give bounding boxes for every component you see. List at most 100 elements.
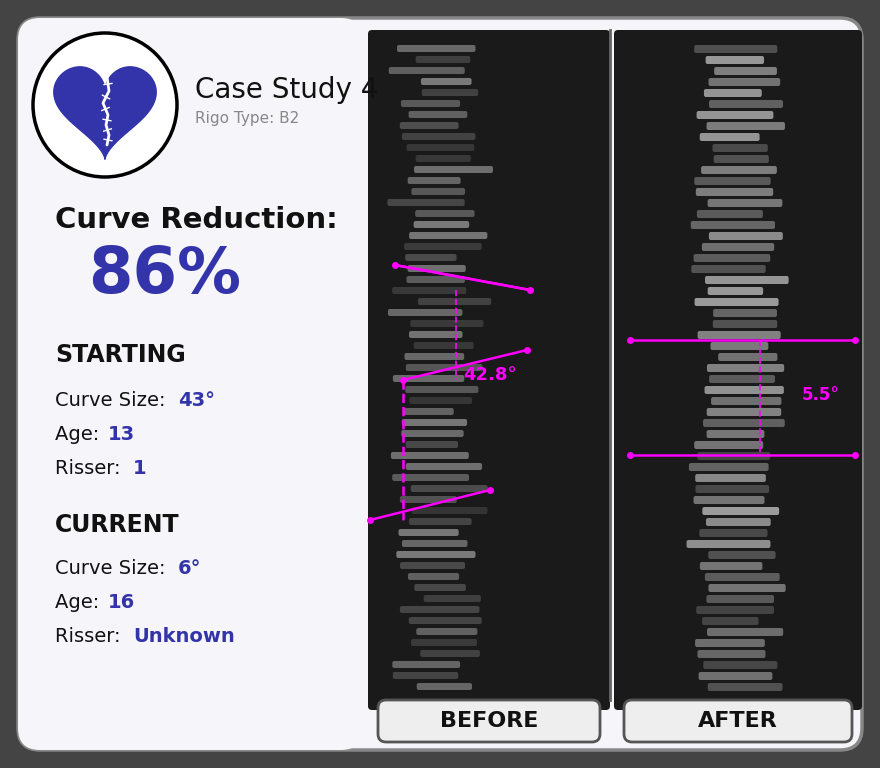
FancyBboxPatch shape [697,111,774,119]
FancyBboxPatch shape [708,551,775,559]
FancyBboxPatch shape [409,232,488,239]
FancyBboxPatch shape [400,122,458,129]
FancyBboxPatch shape [368,30,610,710]
Circle shape [33,33,177,177]
FancyBboxPatch shape [411,485,488,492]
FancyBboxPatch shape [707,122,785,130]
FancyBboxPatch shape [408,573,459,580]
FancyBboxPatch shape [696,606,774,614]
FancyBboxPatch shape [718,353,777,361]
FancyBboxPatch shape [713,320,777,328]
FancyBboxPatch shape [694,45,777,53]
FancyBboxPatch shape [404,243,481,250]
FancyBboxPatch shape [699,672,773,680]
FancyBboxPatch shape [693,254,770,262]
FancyBboxPatch shape [411,188,465,195]
FancyBboxPatch shape [406,441,458,448]
Text: Risser:: Risser: [55,627,127,645]
FancyBboxPatch shape [694,298,779,306]
FancyBboxPatch shape [702,507,779,515]
FancyBboxPatch shape [708,584,786,592]
FancyBboxPatch shape [708,683,782,691]
FancyBboxPatch shape [705,276,788,284]
FancyBboxPatch shape [708,287,763,295]
FancyBboxPatch shape [414,221,469,228]
FancyBboxPatch shape [710,342,768,350]
FancyBboxPatch shape [705,573,780,581]
FancyBboxPatch shape [707,430,765,438]
FancyBboxPatch shape [700,133,759,141]
FancyBboxPatch shape [392,287,466,294]
FancyBboxPatch shape [702,243,774,251]
Text: STARTING: STARTING [55,343,186,367]
FancyBboxPatch shape [407,144,474,151]
FancyBboxPatch shape [708,199,782,207]
FancyBboxPatch shape [406,364,482,371]
FancyBboxPatch shape [707,595,774,603]
FancyBboxPatch shape [397,45,475,52]
FancyBboxPatch shape [405,254,457,261]
FancyBboxPatch shape [707,408,781,416]
FancyBboxPatch shape [402,133,475,140]
FancyBboxPatch shape [691,221,775,229]
Text: Rigo Type: B2: Rigo Type: B2 [195,111,299,125]
FancyBboxPatch shape [697,452,770,460]
FancyBboxPatch shape [414,342,473,349]
FancyBboxPatch shape [614,30,862,710]
FancyBboxPatch shape [694,177,771,185]
FancyBboxPatch shape [709,100,783,108]
FancyBboxPatch shape [707,628,783,636]
FancyBboxPatch shape [692,265,766,273]
FancyBboxPatch shape [408,617,481,624]
FancyBboxPatch shape [706,518,771,526]
FancyBboxPatch shape [709,375,775,383]
FancyBboxPatch shape [706,56,764,64]
FancyBboxPatch shape [400,562,465,569]
FancyBboxPatch shape [695,639,765,647]
FancyBboxPatch shape [401,430,464,437]
FancyBboxPatch shape [388,309,462,316]
FancyBboxPatch shape [704,89,762,97]
FancyBboxPatch shape [708,78,781,86]
FancyBboxPatch shape [696,188,774,196]
FancyBboxPatch shape [409,397,472,404]
Text: Unknown: Unknown [133,627,235,645]
FancyBboxPatch shape [414,584,466,591]
Text: Age:: Age: [55,425,106,445]
FancyBboxPatch shape [406,463,482,470]
Polygon shape [54,67,156,160]
Text: Age:: Age: [55,592,106,611]
FancyBboxPatch shape [700,529,767,537]
FancyBboxPatch shape [695,474,766,482]
FancyBboxPatch shape [624,700,852,742]
FancyBboxPatch shape [693,496,765,504]
Text: 6°: 6° [178,558,202,578]
FancyBboxPatch shape [411,639,477,646]
FancyBboxPatch shape [421,650,480,657]
FancyBboxPatch shape [713,309,777,317]
FancyBboxPatch shape [707,364,784,372]
Text: CURRENT: CURRENT [55,513,180,537]
FancyBboxPatch shape [689,463,768,471]
FancyBboxPatch shape [694,441,763,449]
FancyBboxPatch shape [387,199,465,206]
FancyBboxPatch shape [405,353,465,360]
Text: AFTER: AFTER [698,711,778,731]
FancyBboxPatch shape [392,474,469,481]
FancyBboxPatch shape [703,419,785,427]
FancyBboxPatch shape [408,111,467,118]
FancyBboxPatch shape [391,452,469,459]
FancyBboxPatch shape [698,650,766,658]
Text: 86%: 86% [89,244,241,306]
FancyBboxPatch shape [423,595,480,602]
FancyBboxPatch shape [409,518,472,525]
FancyBboxPatch shape [396,551,475,558]
FancyBboxPatch shape [407,177,460,184]
FancyBboxPatch shape [422,89,478,96]
Text: 5.5°: 5.5° [802,386,840,404]
Text: Curve Size:: Curve Size: [55,390,172,409]
Text: 42.8°: 42.8° [463,366,517,384]
FancyBboxPatch shape [697,210,763,218]
FancyBboxPatch shape [410,320,483,327]
Text: Curve Size:: Curve Size: [55,558,172,578]
